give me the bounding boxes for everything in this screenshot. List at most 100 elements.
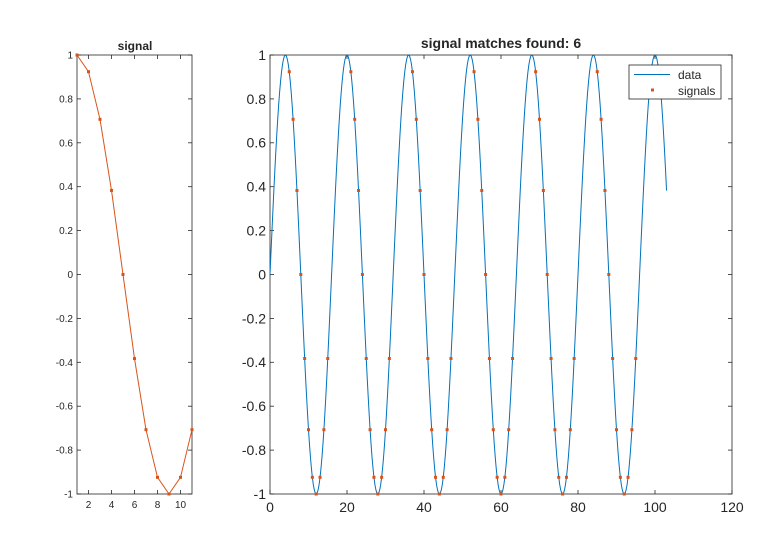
signals-point xyxy=(437,492,441,496)
signals-point xyxy=(307,428,310,432)
matches-plot-area: 0 20 40 60 80 100 120 -1 -0.8 -0.6 -0.4 -0.2 0 0.2 0.4… xyxy=(242,47,744,515)
signals-point xyxy=(314,492,318,496)
signals-point xyxy=(410,70,414,74)
signals-point xyxy=(599,117,603,121)
signal-axes: signal 2 4 6 8 10 -1 -0.8 -0.6 -0.4 -0.2 0 0.2 0.4 0.… xyxy=(56,39,194,511)
signals-point xyxy=(387,356,391,360)
signal-xtick-label: 10 xyxy=(175,500,187,511)
signals-point xyxy=(630,428,634,432)
signal-point xyxy=(179,475,182,479)
legend-data-label: data xyxy=(678,68,702,82)
signals-point xyxy=(572,356,576,360)
matches-ytick-label: 0.8 xyxy=(247,91,267,107)
matches-ytick-label: 1 xyxy=(258,47,266,63)
matches-axes: signal matches found: 6 0 20 40 60 80 100 120 -… xyxy=(242,35,744,515)
signals-point xyxy=(430,428,434,432)
signals-point xyxy=(357,189,361,193)
signal-ytick-label: 0.4 xyxy=(59,182,73,193)
signal-point xyxy=(156,475,159,479)
signals-point xyxy=(380,475,384,479)
signals-point xyxy=(295,189,299,193)
signals-point xyxy=(553,428,557,432)
signal-point xyxy=(87,70,90,74)
signals-point xyxy=(499,492,503,496)
signal-ytick-label: 0.6 xyxy=(59,138,73,149)
signals-point xyxy=(449,356,453,360)
signals-point xyxy=(434,475,438,479)
signals-point xyxy=(557,475,561,479)
signal-point xyxy=(190,428,194,432)
legend: data signals xyxy=(628,64,722,100)
signals-point xyxy=(568,428,572,432)
signals-point xyxy=(534,70,538,74)
data-line xyxy=(269,54,668,495)
signal-point xyxy=(133,357,136,361)
signal-point xyxy=(98,117,102,121)
signals-point xyxy=(549,356,553,360)
matches-ytick-label: -0.2 xyxy=(242,310,266,326)
signal-ytick-label: 0 xyxy=(67,270,73,281)
signals-point xyxy=(422,273,426,276)
signals-point xyxy=(615,428,618,432)
signals-point xyxy=(299,273,303,276)
legend-box xyxy=(628,64,722,100)
matches-ytick-label: -0.8 xyxy=(242,442,266,458)
signals-point xyxy=(418,189,422,193)
signals-point xyxy=(607,273,611,276)
signal-xtick-label: 8 xyxy=(155,500,161,511)
signal-xtick-label: 6 xyxy=(132,500,138,511)
signals-point xyxy=(414,117,418,121)
signal-plot-area: 2 4 6 8 10 -1 -0.8 -0.6 -0.4 -0.2 0 0.2 0.4 0.6 0.8 1 xyxy=(56,51,194,511)
signals-point xyxy=(507,428,511,432)
signal-point xyxy=(167,492,171,496)
signals-point xyxy=(541,189,545,193)
signals-point xyxy=(476,117,480,121)
signal-point xyxy=(144,428,148,432)
signal-ytick-label: 1 xyxy=(67,51,73,62)
matches-ytick-label: -0.6 xyxy=(242,398,266,414)
signals-point xyxy=(626,475,630,479)
matches-ytick-label: 0.6 xyxy=(247,135,267,151)
signals-point xyxy=(611,356,615,360)
signals-point xyxy=(445,428,449,432)
signal-point xyxy=(121,273,125,276)
signals-point xyxy=(426,356,430,360)
matches-xtick-label: 0 xyxy=(266,499,274,515)
matches-ytick-label: -0.4 xyxy=(242,354,266,370)
signal-point xyxy=(75,53,79,57)
legend-signals-label: signals xyxy=(678,84,715,98)
signal-point xyxy=(110,188,113,192)
matches-ytick-label: 0 xyxy=(258,266,266,282)
signals-point xyxy=(622,492,626,496)
signal-ytick-label: -0.8 xyxy=(56,446,74,457)
matches-ytick-label: 0.4 xyxy=(247,179,267,195)
signals-point xyxy=(303,356,307,360)
signal-axes-title: signal xyxy=(118,39,153,53)
matches-ytick-label: 0.2 xyxy=(247,223,267,239)
signal-ytick-label: 0.8 xyxy=(59,94,73,105)
signals-point xyxy=(480,189,484,193)
signal-xtick-label: 2 xyxy=(86,500,92,511)
signals-point xyxy=(561,492,565,496)
matches-xtick-label: 40 xyxy=(416,499,432,515)
signals-point xyxy=(618,475,622,479)
signals-point xyxy=(545,273,549,276)
signals-point xyxy=(441,475,445,479)
signal-ytick-label: -0.6 xyxy=(56,402,74,413)
signal-ytick-label: 0.2 xyxy=(59,226,73,237)
signals-point xyxy=(349,70,353,74)
signals-point xyxy=(511,356,515,360)
signals-point xyxy=(564,475,568,479)
matches-xtick-label: 20 xyxy=(339,499,355,515)
matches-ytick-label: -1 xyxy=(254,486,267,502)
signals-point xyxy=(326,356,330,360)
signals-point xyxy=(364,356,368,360)
signals-point xyxy=(538,117,541,121)
signals-point xyxy=(491,428,495,432)
signals-point xyxy=(487,356,491,360)
legend-signals-swatch xyxy=(651,88,654,92)
signals-point xyxy=(322,428,326,432)
signals-point xyxy=(495,475,499,479)
matches-axes-title: signal matches found: 6 xyxy=(421,35,581,51)
